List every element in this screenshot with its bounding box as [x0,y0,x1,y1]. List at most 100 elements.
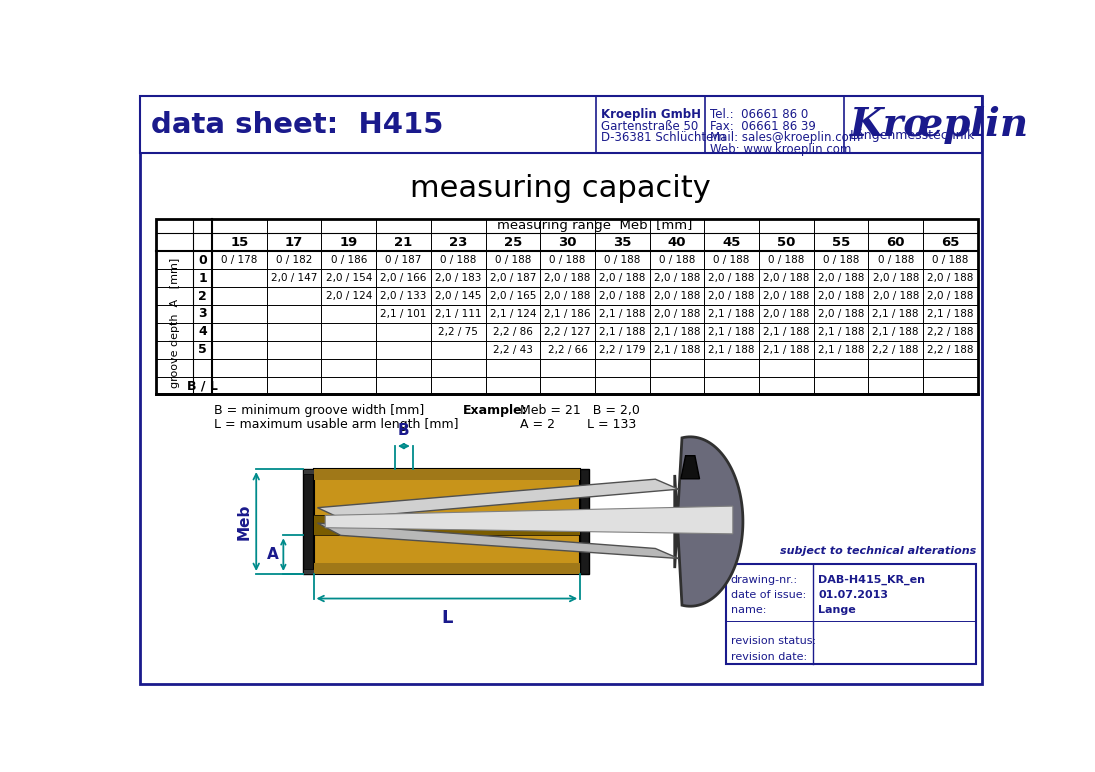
Text: L = maximum usable arm length [mm]: L = maximum usable arm length [mm] [215,418,459,431]
Text: 2,1 / 188: 2,1 / 188 [873,309,919,319]
Text: 2,1 / 124: 2,1 / 124 [489,309,537,319]
Text: 2,2 / 179: 2,2 / 179 [599,345,645,354]
Bar [726,564,977,664]
Text: 2,1 / 188: 2,1 / 188 [654,327,700,337]
Text: 19: 19 [339,235,358,249]
Text: Example:: Example: [462,404,527,417]
Text: 2,1 / 188: 2,1 / 188 [599,309,645,319]
Bar [313,516,580,536]
Bar [157,219,978,394]
Text: Kroeplin GmbH: Kroeplin GmbH [601,108,701,121]
Text: 0 / 188: 0 / 188 [877,256,914,266]
Text: 0 / 182: 0 / 182 [276,256,312,266]
Text: 2,0 / 188: 2,0 / 188 [544,291,590,301]
Text: 0 / 186: 0 / 186 [331,256,367,266]
Text: 0: 0 [198,254,207,266]
Text: 2,0 / 188: 2,0 / 188 [654,291,700,301]
Text: 2,0 / 147: 2,0 / 147 [270,273,318,283]
Text: 5: 5 [198,344,207,356]
Text: 0 / 188: 0 / 188 [822,256,860,266]
Text: B: B [399,423,410,438]
Text: 2,0 / 154: 2,0 / 154 [325,273,372,283]
Text: 2,0 / 188: 2,0 / 188 [763,273,809,283]
Text: 2,0 / 188: 2,0 / 188 [599,273,645,283]
Text: 2: 2 [198,290,207,303]
Text: 25: 25 [504,235,522,249]
Text: date of issue:: date of issue: [730,590,806,600]
Text: 2,1 / 188: 2,1 / 188 [708,327,754,337]
Text: 0 / 188: 0 / 188 [659,256,695,266]
Text: groove depth  A   [mm]: groove depth A [mm] [170,258,180,388]
Bar [302,569,313,574]
Text: 2,0 / 183: 2,0 / 183 [435,273,482,283]
Text: B = minimum groove width [mm]: B = minimum groove width [mm] [215,404,425,417]
Text: Fax:  06661 86 39: Fax: 06661 86 39 [710,120,816,133]
Text: 2,0 / 188: 2,0 / 188 [818,291,864,301]
Text: 2,1 / 188: 2,1 / 188 [708,345,754,354]
Text: 30: 30 [558,235,577,249]
Polygon shape [681,455,700,479]
Text: 40: 40 [668,235,687,249]
Text: 2,2 / 188: 2,2 / 188 [927,327,973,337]
Text: 2,0 / 188: 2,0 / 188 [708,273,754,283]
Text: 50: 50 [777,235,795,249]
Text: 2,0 / 165: 2,0 / 165 [489,291,537,301]
Text: 2,0 / 188: 2,0 / 188 [873,273,919,283]
Text: 0 / 188: 0 / 188 [714,256,750,266]
Text: 65: 65 [942,235,959,249]
Bar [302,469,313,574]
Text: 0 / 188: 0 / 188 [440,256,476,266]
Text: 0 / 188: 0 / 188 [932,256,969,266]
Text: 2,1 / 188: 2,1 / 188 [818,345,864,354]
Text: 2,1 / 111: 2,1 / 111 [435,309,482,319]
Text: 2,2 / 86: 2,2 / 86 [493,327,533,337]
Text: 2,0 / 188: 2,0 / 188 [818,273,864,283]
Text: 2,1 / 188: 2,1 / 188 [763,345,809,354]
Bar [302,469,313,474]
Text: 2,2 / 127: 2,2 / 127 [544,327,591,337]
Text: revision date:: revision date: [730,652,807,662]
Text: 2,0 / 166: 2,0 / 166 [380,273,427,283]
Bar [313,563,580,574]
Bar [313,469,580,574]
Bar [580,469,589,574]
Text: 3: 3 [198,307,207,320]
Text: 2,1 / 188: 2,1 / 188 [654,345,700,354]
Text: 2,0 / 188: 2,0 / 188 [763,291,809,301]
Text: 2,2 / 75: 2,2 / 75 [438,327,479,337]
Text: measuring range  Meb  [mm]: measuring range Meb [mm] [497,219,693,232]
Text: name:: name: [730,605,765,615]
Polygon shape [318,479,679,519]
Text: 2,0 / 188: 2,0 / 188 [927,273,973,283]
Text: 2,1 / 188: 2,1 / 188 [873,327,919,337]
Text: A = 2        L = 133: A = 2 L = 133 [520,418,637,431]
Text: 2,1 / 188: 2,1 / 188 [708,309,754,319]
Text: 0 / 188: 0 / 188 [495,256,531,266]
Text: 2,2 / 188: 2,2 / 188 [927,345,973,354]
Text: 2,0 / 188: 2,0 / 188 [544,273,590,283]
Text: 2,0 / 188: 2,0 / 188 [708,291,754,301]
Text: 2,0 / 188: 2,0 / 188 [654,273,700,283]
Text: 2,0 / 188: 2,0 / 188 [927,291,973,301]
Text: Web: www.kroeplin.com: Web: www.kroeplin.com [710,143,851,156]
Text: 2,0 / 188: 2,0 / 188 [873,291,919,301]
Text: 21: 21 [394,235,413,249]
Text: 2,0 / 187: 2,0 / 187 [489,273,537,283]
Text: 4: 4 [198,325,207,338]
Text: 2,2 / 66: 2,2 / 66 [548,345,588,354]
Text: DAB-H415_KR_en: DAB-H415_KR_en [818,574,925,585]
Text: 17: 17 [285,235,303,249]
Text: 2,2 / 188: 2,2 / 188 [873,345,919,354]
Text: 45: 45 [723,235,741,249]
Text: Meb = 21   B = 2,0: Meb = 21 B = 2,0 [520,404,641,417]
Text: data sheet:  H415: data sheet: H415 [151,110,443,139]
Text: revision status:: revision status: [730,636,816,646]
Text: 15: 15 [230,235,249,249]
Text: 2,0 / 188: 2,0 / 188 [654,309,700,319]
Text: L: L [441,609,452,628]
Text: 2,0 / 188: 2,0 / 188 [818,309,864,319]
Text: 2,2 / 43: 2,2 / 43 [493,345,533,354]
Text: 35: 35 [613,235,632,249]
Text: 0 / 188: 0 / 188 [768,256,805,266]
Text: 2,0 / 133: 2,0 / 133 [380,291,427,301]
